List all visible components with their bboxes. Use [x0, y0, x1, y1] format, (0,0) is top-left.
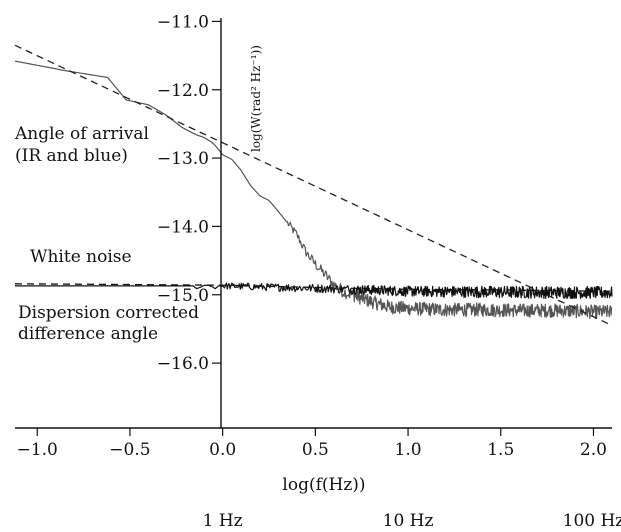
annotation-difference-angle: difference angle	[18, 324, 158, 344]
annotation-dispersion-corrected: Dispersion corrected	[18, 303, 199, 323]
y-tick-label: −12.0	[157, 81, 209, 101]
series-angle-of-arrival	[14, 60, 613, 320]
y-axis-title: log(W(rad² Hz⁻¹))	[249, 45, 263, 152]
annotation-white-noise: White noise	[30, 247, 132, 267]
y-tick-label: −16.0	[157, 354, 209, 374]
x-tick-label: −1.0	[17, 440, 58, 460]
frequency-label: 100 Hz	[563, 511, 621, 531]
x-tick-label: −0.5	[109, 440, 150, 460]
frequency-label: 10 Hz	[383, 511, 434, 531]
y-tick-label: −11.0	[157, 12, 209, 32]
series-layer	[14, 44, 613, 327]
annotation-ir-and-blue: (IR and blue)	[15, 146, 128, 166]
axes-layer: −1.0 −0.5 0.0 0.5 1.0 1.5 2.0 −11.0 −12.0 −13.0 −1…	[15, 12, 621, 531]
x-tick-label: 1.0	[395, 440, 422, 460]
y-tick-label: −15.0	[157, 286, 209, 306]
x-tick-label: 0.0	[209, 440, 236, 460]
x-tick-label: 2.0	[580, 440, 607, 460]
labels-layer: Angle of arrival (IR and blue) White noi…	[14, 45, 366, 495]
annotation-angle-of-arrival: Angle of arrival	[14, 124, 149, 144]
x-axis-title: log(f(Hz))	[282, 475, 365, 495]
series-dispersion-corrected	[14, 283, 613, 292]
y-tick-label: −14.0	[157, 217, 209, 237]
x-tick-label: 1.5	[487, 440, 514, 460]
series-white-noise	[15, 282, 613, 300]
frequency-label: 1 Hz	[203, 511, 243, 531]
x-tick-label: 0.5	[302, 440, 329, 460]
series-fit-line	[14, 44, 613, 327]
y-tick-label: −13.0	[157, 149, 209, 169]
